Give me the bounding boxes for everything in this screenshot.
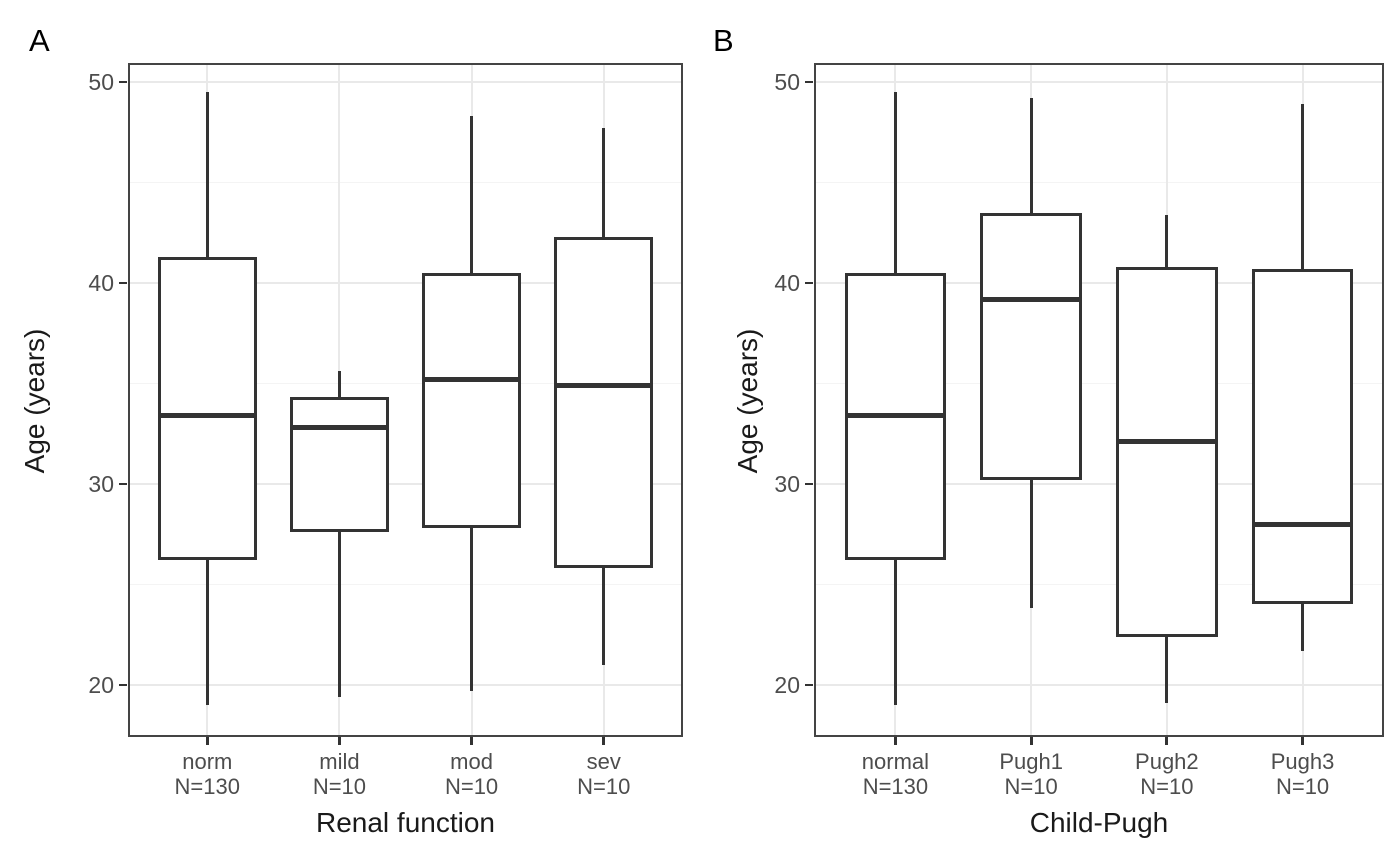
- y-axis-tick-label: 40: [88, 269, 114, 296]
- x-axis-category-label: norm N=130: [132, 749, 282, 799]
- boxplot-box: [157, 256, 257, 561]
- y-axis-tick: [805, 683, 813, 686]
- boxplot-box: [1115, 266, 1218, 637]
- boxplot-median: [157, 413, 257, 419]
- panel-b-x-axis-title: Child-Pugh: [1029, 807, 1169, 838]
- panel-a-label: A: [29, 23, 50, 58]
- category-n-count: N=10: [1140, 774, 1194, 799]
- boxplot-median: [1251, 521, 1354, 527]
- y-axis-tick: [119, 281, 127, 284]
- x-axis-category-label: sev N=10: [529, 749, 679, 799]
- gridline-minor: [128, 583, 683, 585]
- y-axis-tick: [119, 81, 127, 84]
- category-name: Pugh1: [999, 749, 1063, 774]
- y-axis-tick: [805, 281, 813, 284]
- category-n-count: N=10: [1275, 774, 1330, 799]
- y-axis-tick-label: 30: [88, 470, 114, 497]
- boxplot-whisker: [337, 371, 341, 697]
- boxplot-median: [422, 376, 522, 382]
- panel-a-x-axis-title: Renal function: [315, 807, 495, 838]
- gridline-minor: [814, 382, 1384, 384]
- category-name: norm: [182, 749, 233, 774]
- gridline-major: [814, 281, 1384, 284]
- boxplot-median: [980, 296, 1083, 302]
- gridline-major: [128, 281, 683, 284]
- boxplot-box: [554, 236, 654, 569]
- gridline-minor: [814, 583, 1384, 585]
- y-axis-tick: [119, 482, 127, 485]
- gridline-major: [128, 81, 683, 84]
- y-axis-tick: [805, 81, 813, 84]
- x-axis-tick: [1301, 737, 1305, 745]
- x-axis-category-label: normal N=130: [820, 749, 970, 799]
- boxplot-median: [844, 413, 947, 419]
- category-name: Pugh3: [1270, 749, 1335, 774]
- x-axis-category-label: mild N=10: [264, 749, 414, 799]
- boxplot-median: [1115, 439, 1218, 445]
- category-n-count: N=10: [577, 774, 631, 799]
- x-axis-category-label: Pugh2 N=10: [1092, 749, 1242, 799]
- category-n-count: N=10: [312, 774, 367, 799]
- y-axis-tick: [805, 482, 813, 485]
- x-axis-category-label: Pugh3 N=10: [1228, 749, 1378, 799]
- boxplot-box: [289, 397, 389, 533]
- category-name: normal: [861, 749, 930, 774]
- x-axis-category-label: Pugh1 N=10: [956, 749, 1106, 799]
- panel-b-label: B: [713, 23, 734, 58]
- category-n-count: N=130: [862, 774, 929, 799]
- panel-b-plot-area: 20 30 40 50 normal N=130 Pugh1 N=10 Pugh2 N=10 Pug…: [774, 63, 1384, 799]
- boxplot-box: [980, 212, 1083, 480]
- category-n-count: N=130: [174, 774, 240, 799]
- x-axis-tick: [470, 737, 474, 745]
- gridline-major: [128, 482, 683, 485]
- category-name: Pugh2: [1135, 749, 1199, 774]
- category-n-count: N=10: [444, 774, 499, 799]
- gridline-minor: [128, 382, 683, 384]
- category-name: sev: [586, 749, 621, 774]
- x-axis-tick: [337, 737, 341, 745]
- x-axis-tick: [1029, 737, 1033, 745]
- x-axis-tick: [893, 737, 897, 745]
- gridline-minor: [814, 182, 1384, 184]
- gridline-major: [814, 81, 1384, 84]
- y-axis-tick-label: 50: [774, 69, 800, 96]
- category-n-count: N=10: [1004, 774, 1058, 799]
- y-axis-tick: [119, 683, 127, 686]
- x-axis-tick: [205, 737, 209, 745]
- boxplot-median: [289, 425, 389, 431]
- y-axis-tick-label: 40: [774, 269, 800, 296]
- panel-a-plot-area: 20 30 40 50 norm N=130 mild N=10 mod N=10 sev N=10: [88, 63, 683, 799]
- panel-a-y-axis-title: Age (years): [19, 328, 50, 474]
- gridline-major: [814, 482, 1384, 485]
- x-axis-category-label: mod N=10: [397, 749, 547, 799]
- gridline-minor: [128, 182, 683, 184]
- category-name: mild: [319, 749, 360, 774]
- x-axis-tick: [602, 737, 606, 745]
- boxplot-median: [554, 382, 654, 388]
- y-axis-tick-label: 50: [88, 69, 114, 96]
- category-name: mod: [450, 749, 493, 774]
- x-axis-tick: [1165, 737, 1169, 745]
- gridline-major: [814, 683, 1384, 686]
- y-axis-tick-label: 30: [774, 470, 800, 497]
- panel-b-y-axis-title: Age (years): [732, 328, 763, 474]
- boxplot-box: [422, 272, 522, 529]
- boxplot-box: [1251, 268, 1354, 605]
- y-axis-tick-label: 20: [774, 671, 800, 698]
- gridline-major: [128, 683, 683, 686]
- y-axis-tick-label: 20: [88, 671, 114, 698]
